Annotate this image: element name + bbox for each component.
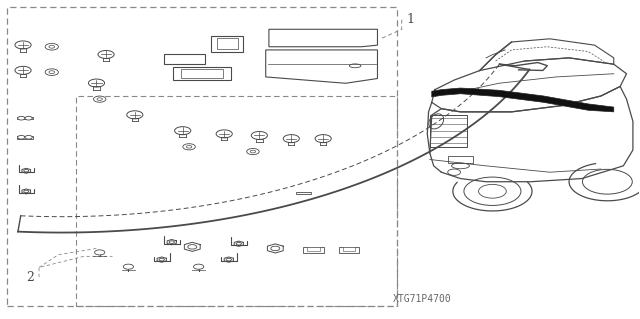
Circle shape <box>95 250 105 255</box>
Bar <box>180 69 223 78</box>
Circle shape <box>18 116 25 120</box>
Circle shape <box>315 135 332 143</box>
Bar <box>173 67 230 80</box>
Text: 2: 2 <box>26 271 34 284</box>
Circle shape <box>93 96 106 102</box>
Circle shape <box>98 50 114 58</box>
Circle shape <box>124 264 134 269</box>
Bar <box>430 115 467 147</box>
Bar <box>76 96 397 306</box>
Circle shape <box>88 79 104 87</box>
Text: XTG71P4700: XTG71P4700 <box>393 294 452 304</box>
Bar <box>7 7 397 306</box>
Bar <box>164 54 205 64</box>
Circle shape <box>45 69 58 76</box>
Circle shape <box>283 135 300 143</box>
Circle shape <box>97 98 102 100</box>
Circle shape <box>159 258 164 261</box>
Circle shape <box>18 136 25 139</box>
Bar <box>296 192 311 195</box>
Circle shape <box>45 43 58 50</box>
Circle shape <box>226 258 232 261</box>
Circle shape <box>188 245 196 249</box>
Bar <box>342 248 355 251</box>
Circle shape <box>25 116 32 120</box>
Bar <box>17 136 33 138</box>
Circle shape <box>15 41 31 49</box>
Circle shape <box>186 145 192 148</box>
Circle shape <box>49 71 54 74</box>
Circle shape <box>15 66 31 74</box>
Circle shape <box>24 170 29 172</box>
Circle shape <box>127 111 143 119</box>
Circle shape <box>24 190 29 193</box>
Bar <box>339 247 359 253</box>
Bar <box>211 36 243 51</box>
Circle shape <box>250 150 255 153</box>
Circle shape <box>271 246 280 251</box>
Polygon shape <box>432 88 614 112</box>
Circle shape <box>236 242 241 245</box>
Circle shape <box>49 45 54 48</box>
Circle shape <box>216 130 232 138</box>
Bar <box>307 248 320 251</box>
Bar <box>17 117 33 119</box>
Circle shape <box>175 127 191 135</box>
Circle shape <box>193 264 204 269</box>
Circle shape <box>25 136 32 139</box>
Circle shape <box>246 148 259 155</box>
Bar <box>448 156 473 163</box>
Bar <box>303 247 324 253</box>
Text: 1: 1 <box>406 13 414 26</box>
Bar <box>216 38 238 49</box>
Circle shape <box>252 131 268 139</box>
Circle shape <box>169 241 174 243</box>
Circle shape <box>183 144 195 150</box>
